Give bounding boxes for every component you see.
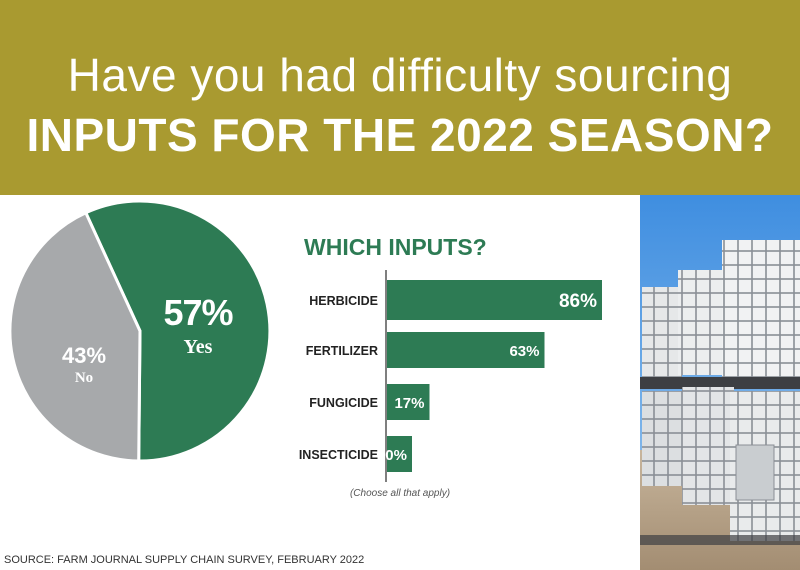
ibc-tote-tanks-photo — [640, 195, 800, 570]
bar-value-label: 86% — [559, 291, 597, 312]
bar-value-label: 17% — [394, 395, 424, 412]
bar-herbicide — [387, 280, 602, 320]
bar-chart: HERBICIDE 86% FERTILIZER 63% FUNGICIDE 17% INS… — [299, 270, 602, 482]
bar-category-label: HERBICIDE — [309, 294, 378, 308]
bar-category-label: INSECTICIDE — [299, 448, 378, 462]
bar-value-label: 10% — [377, 447, 407, 464]
bar-fertilizer — [387, 332, 545, 368]
bar-value-label: 63% — [509, 343, 539, 360]
bar-category-label: FERTILIZER — [306, 344, 378, 358]
pie-no-percent: 43% — [61, 343, 107, 368]
bar-fungicide — [387, 384, 430, 420]
title-line-1: Have you had difficulty sourcing — [67, 49, 733, 101]
title-line-2: INPUTS FOR THE 2022 SEASON? — [26, 109, 774, 161]
pie-yes-label: Yes — [183, 336, 213, 358]
pie-chart — [8, 199, 272, 463]
pie-slice-no — [8, 210, 142, 463]
bar-chart-title: WHICH INPUTS? — [304, 234, 487, 260]
source-note: SOURCE: FARM JOURNAL SUPPLY CHAIN SURVEY… — [4, 554, 365, 566]
bar-insecticide — [387, 436, 412, 472]
pie-slice-yes — [83, 199, 272, 463]
pie-no-label: No — [74, 370, 94, 386]
bar-chart-note: (Choose all that apply) — [349, 488, 451, 499]
pie-yes-percent: 57% — [163, 292, 233, 333]
bar-category-label: FUNGICIDE — [309, 396, 378, 410]
title-banner: Have you had difficulty sourcing INPUTS … — [0, 0, 800, 195]
